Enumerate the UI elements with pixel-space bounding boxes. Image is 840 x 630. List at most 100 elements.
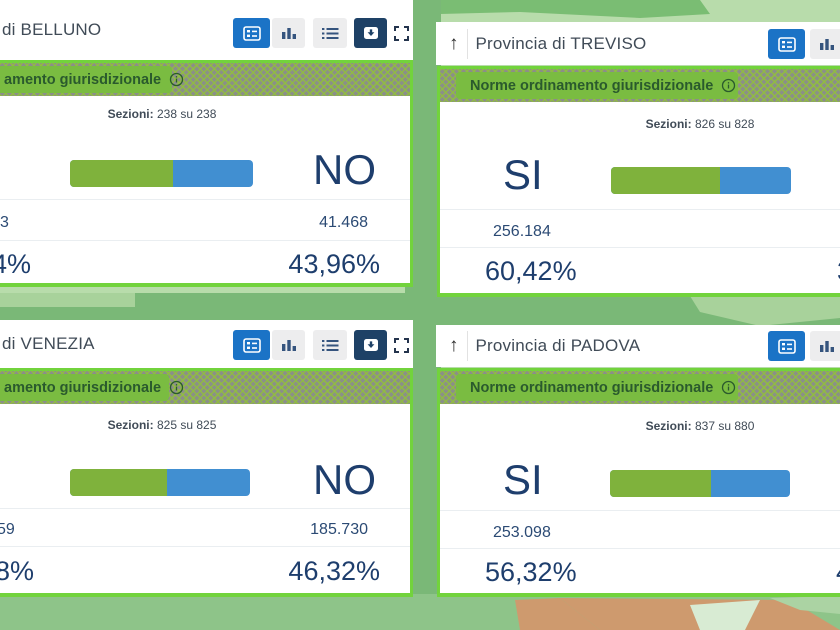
- panel-treviso: ↑ Provincia di TREVISO Norme ordinamento…: [435, 22, 840, 298]
- card-view-icon: [242, 337, 261, 353]
- bar-chart-button[interactable]: [810, 331, 840, 361]
- bar-chart-button[interactable]: [272, 330, 305, 360]
- panel-header: di BELLUNO: [0, 0, 413, 60]
- banner-strip: Norme ordinamento giurisdizionale: [440, 371, 840, 404]
- result-card: amento giurisdizionale Sezioni: 825 su 8…: [0, 368, 413, 597]
- result-card: Norme ordinamento giurisdizionale Sezion…: [437, 66, 840, 297]
- sections-label: Sezioni:: [645, 117, 692, 131]
- scroll-up-icon[interactable]: ↑: [449, 32, 459, 54]
- header-divider: [466, 331, 468, 361]
- si-votes-fragment: 3: [0, 214, 9, 231]
- no-percent: 46,32%: [288, 556, 380, 586]
- sections-count: Sezioni: 826 su 828: [550, 117, 840, 131]
- download-icon: [363, 338, 379, 352]
- no-percent-fragment: 3: [837, 256, 840, 287]
- panel-title: Provincia di TREVISO: [475, 33, 647, 53]
- result-bar: [610, 470, 790, 497]
- sections-label: Sezioni:: [107, 107, 154, 121]
- no-label: NO: [313, 456, 376, 503]
- info-icon[interactable]: [169, 380, 184, 395]
- expand-button[interactable]: [392, 25, 410, 41]
- card-view-button[interactable]: [233, 18, 270, 48]
- result-bar: [70, 160, 253, 187]
- result-bar: [611, 167, 791, 194]
- si-votes: 256.184: [493, 223, 551, 240]
- si-label: SI: [503, 456, 543, 503]
- panel-title: Provincia di PADOVA: [475, 336, 641, 355]
- panel-title: di BELLUNO: [2, 20, 102, 39]
- list-view-icon: [321, 27, 339, 40]
- expand-button[interactable]: [392, 337, 410, 353]
- download-button[interactable]: [354, 330, 387, 360]
- list-view-button[interactable]: [313, 330, 347, 360]
- no-percent: 43,96%: [288, 249, 380, 279]
- card-view-button[interactable]: [233, 330, 270, 360]
- info-icon[interactable]: [169, 72, 184, 87]
- result-bar: [70, 469, 250, 496]
- sections-value: 837 su 880: [694, 419, 755, 433]
- card-view-button[interactable]: [768, 331, 805, 361]
- bar-chart-icon: [819, 339, 835, 353]
- bar-chart-button[interactable]: [810, 29, 840, 59]
- si-votes: 253.098: [493, 524, 551, 541]
- banner-label: Norme ordinamento giurisdizionale: [456, 374, 738, 401]
- banner-label: amento giurisdizionale: [0, 66, 184, 93]
- divider: [0, 508, 410, 509]
- divider: [440, 510, 840, 511]
- panel-belluno: di BELLUNO amento giurisdizionale Sezion…: [0, 0, 413, 287]
- bar-chart-icon: [281, 338, 297, 352]
- card-view-icon: [777, 36, 796, 52]
- panel-header: di VENEZIA: [0, 320, 413, 368]
- si-percent-fragment: 8%: [0, 556, 35, 586]
- si-votes-fragment: 59: [0, 521, 15, 538]
- banner-text: Norme ordinamento giurisdizionale: [470, 379, 714, 396]
- no-label: NO: [313, 146, 376, 193]
- list-view-button[interactable]: [313, 18, 347, 48]
- no-votes: 41.468: [319, 214, 368, 231]
- download-icon: [363, 26, 379, 40]
- no-percent-fragment: 4: [836, 557, 840, 588]
- sections-count: Sezioni: 837 su 880: [550, 419, 840, 433]
- result-card: Norme ordinamento giurisdizionale Sezion…: [437, 368, 840, 597]
- card-view-icon: [777, 338, 796, 354]
- bar-chart-icon: [281, 26, 297, 40]
- info-icon[interactable]: [721, 380, 736, 395]
- sections-value: 825 su 825: [156, 418, 217, 432]
- sections-value: 238 su 238: [156, 107, 217, 121]
- si-percent: 60,42%: [485, 256, 577, 286]
- divider: [440, 209, 840, 210]
- si-label: SI: [503, 151, 543, 198]
- banner-label: amento giurisdizionale: [0, 374, 184, 401]
- header-divider: [466, 28, 468, 59]
- result-card: amento giurisdizionale Sezioni: 238 su 2…: [0, 60, 413, 287]
- panel-padova: ↑ Provincia di PADOVA Norme ordinamento …: [435, 325, 840, 597]
- panel-venezia: di VENEZIA amento giurisdizionale Sezion…: [0, 320, 413, 597]
- si-bar-segment: [70, 469, 167, 496]
- no-votes: 185.730: [310, 521, 368, 538]
- info-icon[interactable]: [721, 78, 736, 93]
- card-view-icon: [242, 25, 261, 41]
- sections-label: Sezioni:: [107, 418, 154, 432]
- bar-chart-button[interactable]: [272, 18, 305, 48]
- panel-title: di VENEZIA: [2, 334, 95, 353]
- divider: [0, 546, 410, 547]
- expand-icon: [393, 25, 409, 41]
- sections-value: 826 su 828: [694, 117, 755, 131]
- divider: [0, 240, 410, 241]
- banner-strip: amento giurisdizionale: [0, 63, 410, 96]
- divider: [440, 247, 840, 248]
- card-view-button[interactable]: [768, 29, 805, 59]
- download-button[interactable]: [354, 18, 387, 48]
- si-percent-fragment: 4%: [0, 249, 32, 279]
- sections-count: Sezioni: 238 su 238: [0, 107, 324, 121]
- scroll-up-icon[interactable]: ↑: [449, 335, 459, 356]
- divider: [440, 548, 840, 549]
- divider: [0, 199, 410, 200]
- banner-strip: Norme ordinamento giurisdizionale: [440, 69, 840, 102]
- sections-label: Sezioni:: [645, 419, 692, 433]
- banner-text: Norme ordinamento giurisdizionale: [470, 77, 714, 94]
- banner-text: amento giurisdizionale: [4, 379, 162, 396]
- list-view-icon: [321, 339, 339, 352]
- banner-strip: amento giurisdizionale: [0, 371, 410, 404]
- expand-icon: [393, 337, 409, 353]
